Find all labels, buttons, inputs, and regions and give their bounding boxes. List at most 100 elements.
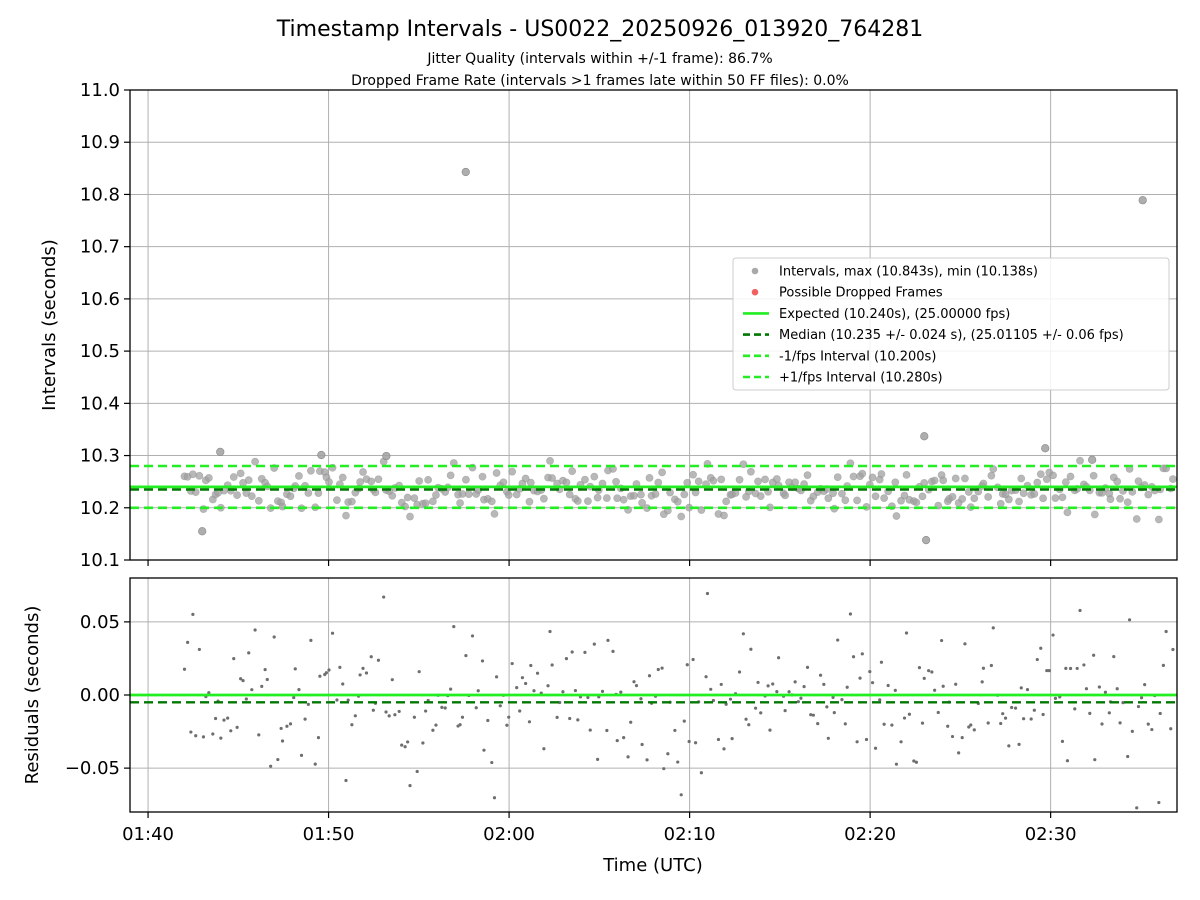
interval-point: [754, 477, 762, 486]
legend-median-label: Median (10.235 +/- 0.024 s), (25.01105 +…: [779, 328, 1124, 343]
interval-point: [338, 473, 347, 482]
residual-point: [518, 709, 522, 713]
interval-point: [761, 475, 769, 484]
interval-point: [548, 474, 557, 482]
residual-point: [640, 742, 644, 747]
residual-point: [619, 690, 623, 694]
residual-point: [1115, 687, 1119, 691]
residual-point: [490, 760, 494, 765]
residual-point: [1032, 708, 1036, 712]
residual-point: [1171, 647, 1175, 652]
residual-point: [318, 674, 322, 678]
residual-point: [634, 684, 639, 688]
residual-point: [1143, 683, 1147, 687]
interval-point: [961, 474, 969, 483]
residual-point: [364, 671, 369, 675]
residual-point: [753, 706, 758, 710]
residual-point: [1100, 722, 1104, 726]
residual-point: [186, 640, 190, 644]
interval-point: [590, 472, 599, 481]
top-y-tick-label: 10.9: [80, 132, 120, 153]
interval-point: [388, 491, 397, 500]
residual-point: [719, 682, 723, 687]
residual-point: [799, 696, 803, 700]
residual-point: [309, 638, 313, 643]
interval-point: [858, 469, 867, 478]
interval-point: [880, 494, 889, 503]
interval-point: [410, 494, 419, 502]
interval-point: [432, 491, 440, 499]
residual-point: [907, 712, 912, 716]
residual-point: [600, 689, 605, 694]
residual-point: [344, 778, 348, 783]
residual-point: [492, 796, 497, 800]
interval-point: [525, 497, 534, 506]
residual-point: [860, 652, 864, 656]
residual-point: [873, 746, 878, 750]
residual-point: [999, 721, 1003, 726]
residual-point: [330, 631, 335, 635]
residual-point: [235, 725, 239, 729]
interval-point: [1116, 494, 1124, 503]
interval-point: [709, 476, 718, 485]
interval-outlier-point: [216, 447, 225, 457]
bottom-y-tick-label: 0.00: [80, 685, 120, 706]
interval-point: [868, 473, 877, 482]
residual-point: [957, 751, 961, 755]
interval-point: [581, 475, 589, 484]
residual-point: [744, 717, 748, 721]
residual-point: [213, 716, 218, 721]
residual-point: [482, 748, 486, 752]
interval-point: [877, 470, 886, 478]
interval-point: [1042, 475, 1051, 484]
interval-point: [645, 473, 654, 482]
interval-point: [251, 457, 259, 466]
residual-point: [247, 651, 251, 655]
residual-point: [656, 667, 660, 672]
residual-point: [397, 709, 401, 714]
interval-point: [912, 498, 921, 507]
residual-point: [369, 655, 373, 659]
residual-point: [486, 718, 490, 723]
residual-point: [902, 716, 907, 720]
residual-point: [524, 681, 528, 686]
interval-point: [1063, 508, 1072, 517]
interval-point: [1154, 515, 1163, 524]
residual-point: [825, 705, 829, 709]
x-tick-label: 02:30: [1025, 824, 1077, 845]
interval-point: [735, 475, 744, 484]
interval-point: [1017, 474, 1026, 483]
residual-point: [458, 723, 462, 727]
residual-point: [904, 631, 909, 635]
interval-point: [697, 506, 706, 514]
top-y-tick-label: 10.7: [80, 237, 120, 258]
residual-point: [241, 679, 245, 683]
interval-point: [1132, 515, 1141, 523]
interval-outlier-point: [1138, 196, 1147, 205]
residual-point: [449, 687, 453, 691]
residual-point: [335, 698, 339, 702]
legend-plus-1fps-label: +1/fps Interval (10.280s): [779, 371, 943, 386]
interval-point: [694, 477, 703, 486]
residual-point: [917, 666, 922, 670]
residual-point: [1045, 668, 1049, 673]
residual-point: [933, 688, 937, 692]
residual-point: [1158, 711, 1162, 716]
residual-point: [1092, 653, 1096, 657]
residual-point: [1126, 754, 1130, 759]
residual-point: [1019, 686, 1023, 690]
residual-point: [1146, 722, 1150, 726]
interval-point: [562, 478, 571, 487]
residual-point: [645, 758, 649, 762]
residual-point: [716, 737, 721, 742]
interval-point: [803, 471, 812, 480]
residual-point: [265, 677, 269, 682]
residual-point: [682, 719, 686, 723]
residual-point: [793, 680, 797, 684]
residual-point: [1130, 729, 1134, 733]
residual-point: [260, 684, 264, 688]
top-y-axis-label: Intervals (seconds): [39, 239, 60, 411]
residual-point: [253, 628, 257, 632]
residual-point: [946, 724, 950, 728]
interval-point: [1144, 490, 1153, 499]
